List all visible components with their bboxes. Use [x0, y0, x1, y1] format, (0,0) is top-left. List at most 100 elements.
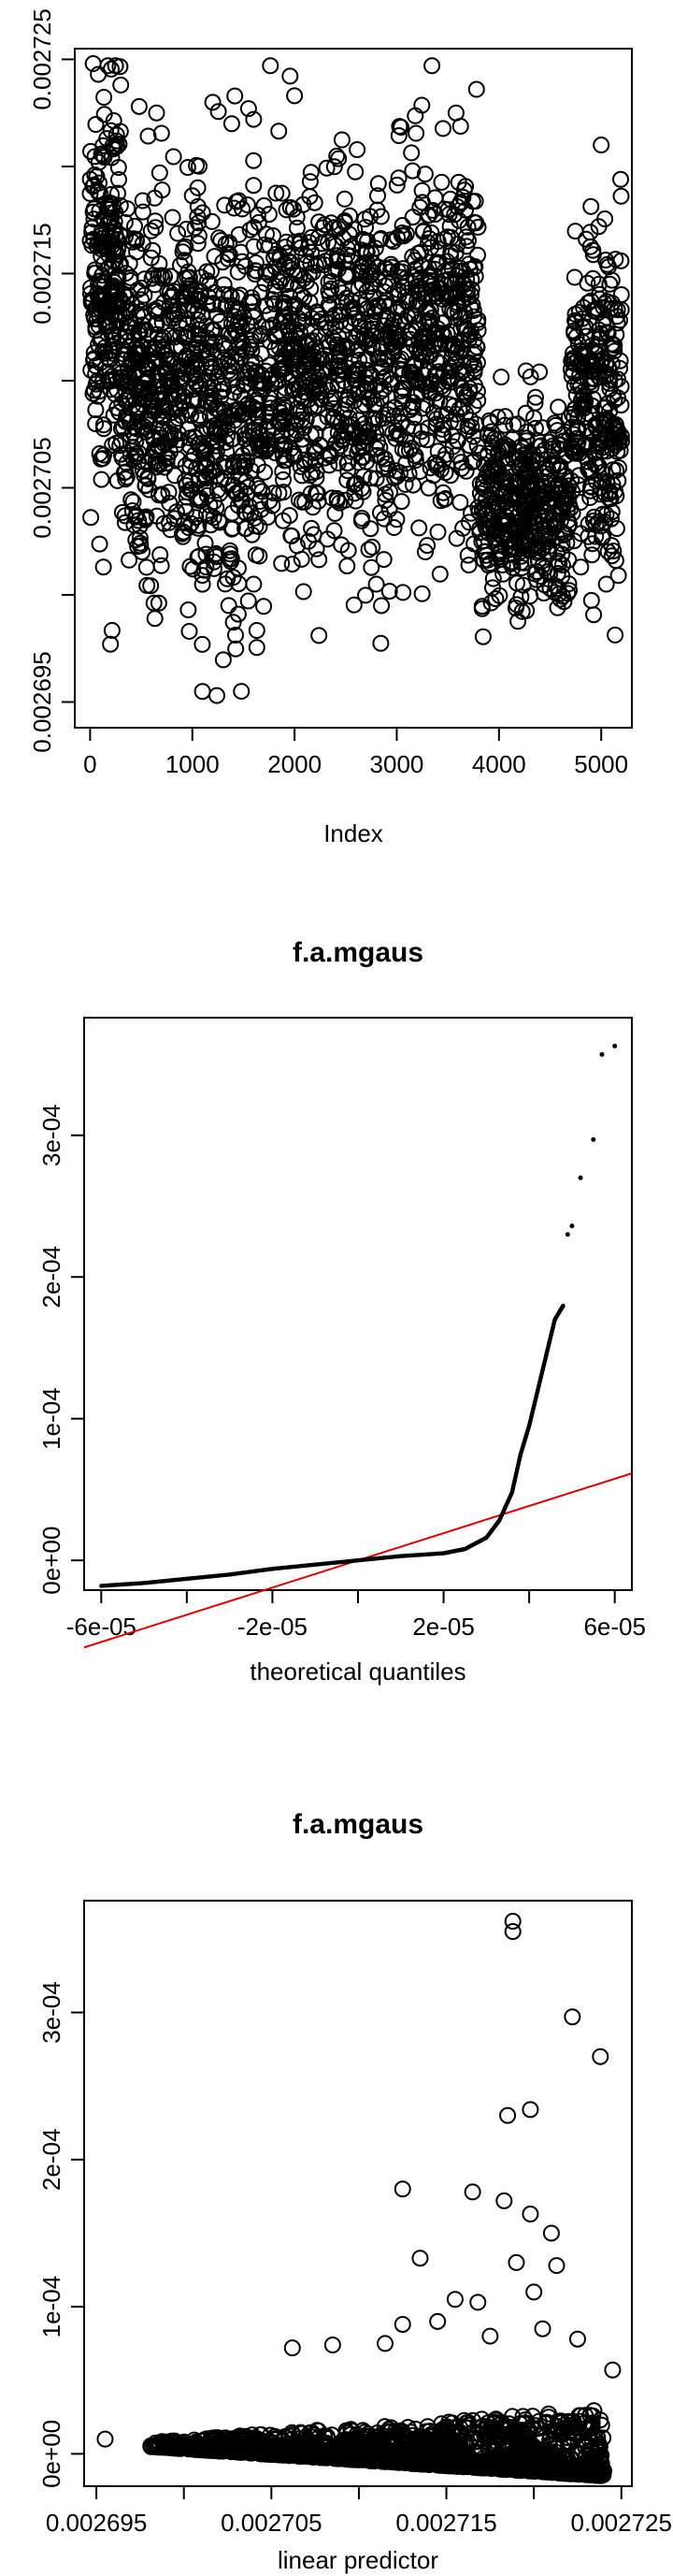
data-point: [415, 222, 433, 239]
data-point: [172, 256, 189, 274]
data-point: [454, 519, 472, 537]
data-point: [274, 463, 292, 481]
data-point: [367, 470, 385, 487]
data-point: [304, 382, 322, 399]
data-point: [526, 419, 544, 437]
data-point: [597, 316, 615, 334]
data-point: [136, 418, 154, 436]
data-point: [261, 267, 278, 283]
data-point: [336, 190, 353, 208]
data-point: [205, 364, 222, 382]
data-point: [143, 269, 161, 287]
data-point: [497, 441, 515, 459]
data-point: [409, 297, 426, 314]
data-point: [302, 322, 320, 340]
data-point: [307, 452, 324, 470]
data-point: [469, 246, 486, 264]
data-point: [393, 493, 410, 511]
data-point: [291, 235, 308, 253]
data-point: [265, 227, 282, 244]
data-point: [572, 558, 590, 576]
data-point: [147, 399, 165, 417]
y-tick-label: 0.002705: [28, 437, 56, 538]
data-point: [93, 470, 110, 488]
data-point: [522, 467, 539, 485]
data-point: [243, 354, 261, 371]
data-point: [504, 500, 522, 518]
data-point: [404, 162, 422, 180]
data-point: [588, 299, 606, 317]
data-point: [372, 390, 390, 408]
data-point: [261, 389, 279, 407]
data-point: [82, 142, 99, 160]
data-point: [147, 219, 165, 237]
data-point: [300, 532, 317, 550]
qq-point: [599, 1051, 605, 1057]
data-point: [351, 412, 367, 429]
data-point: [540, 2409, 557, 2426]
data-point: [533, 540, 551, 557]
data-point: [214, 651, 232, 669]
data-point: [286, 87, 304, 105]
data-point: [527, 388, 544, 406]
data-point: [146, 610, 164, 628]
data-point: [512, 438, 530, 456]
data-point: [140, 481, 158, 499]
data-point: [85, 350, 103, 368]
data-point: [193, 635, 211, 653]
data-point: [598, 324, 616, 341]
data-point: [139, 454, 157, 471]
data-point: [443, 369, 461, 387]
data-point: [314, 361, 332, 379]
data-point: [566, 400, 583, 417]
data-point: [420, 479, 437, 497]
data-point: [301, 173, 319, 191]
plot-frame: [83, 1900, 633, 2487]
data-point: [377, 368, 394, 385]
data-point: [436, 490, 453, 508]
qq-point: [591, 1136, 596, 1142]
residual-plot-panel: f.a.mgaus 0.002695 0.002705 0.002715 0.00272…: [0, 1702, 673, 2576]
data-point: [429, 233, 447, 250]
data-point: [229, 605, 247, 623]
x-axis-label: Index: [323, 819, 383, 847]
data-point: [125, 324, 143, 341]
data-point: [112, 76, 130, 94]
x-tick-label: 2e-05: [412, 1613, 475, 1641]
data-point: [249, 477, 266, 495]
data-point: [292, 386, 309, 404]
x-tick-label: 3000: [370, 750, 424, 778]
data-point: [357, 268, 375, 284]
data-point: [293, 411, 310, 428]
data-point: [164, 209, 181, 226]
data-point: [295, 419, 313, 437]
data-point: [150, 426, 168, 443]
data-point: [102, 122, 120, 139]
data-point: [584, 241, 602, 259]
data-point: [446, 338, 464, 355]
data-point: [465, 213, 483, 231]
data-point: [189, 311, 207, 328]
data-point: [592, 425, 609, 442]
data-point: [92, 272, 109, 290]
data-point: [391, 331, 408, 348]
data-point: [243, 526, 261, 543]
data-point: [190, 227, 208, 245]
data-point: [85, 176, 103, 194]
data-point: [281, 253, 299, 271]
data-point: [326, 332, 344, 350]
data-point: [513, 559, 531, 576]
data-point: [531, 363, 549, 381]
data-point: [285, 200, 302, 218]
data-point: [190, 436, 207, 454]
data-point: [581, 238, 599, 255]
data-point: [245, 238, 263, 255]
data-point: [454, 274, 472, 292]
data-point: [410, 519, 428, 537]
data-point: [205, 509, 222, 527]
data-point: [216, 403, 234, 421]
data-point: [363, 558, 380, 576]
data-point: [356, 351, 374, 369]
data-point: [111, 123, 129, 140]
data-point: [125, 332, 143, 349]
